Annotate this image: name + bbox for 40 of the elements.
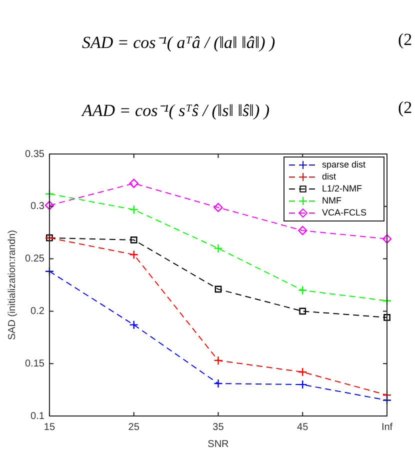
point	[129, 204, 138, 214]
text: (2	[398, 30, 412, 50]
y-tick-label: 0.35	[24, 148, 45, 160]
point	[214, 244, 223, 253]
point	[298, 367, 308, 377]
y-tick-label: 0.25	[24, 254, 45, 265]
x-tick-label: 35	[212, 422, 224, 433]
x-tick-label: 45	[297, 422, 309, 433]
point	[298, 380, 308, 390]
y-tick-label: 0.2	[30, 306, 45, 317]
legend-label: NMF	[322, 195, 342, 206]
point	[214, 202, 223, 212]
point	[129, 178, 138, 188]
y-tick-label: 0.3	[30, 201, 45, 212]
point	[130, 236, 138, 244]
legend-label: sparse dist	[322, 159, 366, 170]
x-tick-label: Inf	[381, 422, 393, 433]
x-tick-label: 15	[44, 422, 56, 433]
point	[382, 234, 392, 244]
y-tick-label: 0.15	[24, 358, 45, 370]
point	[298, 226, 308, 236]
point	[129, 320, 138, 330]
x-axis-title: SNR	[208, 438, 229, 450]
point	[384, 314, 390, 321]
point	[129, 250, 138, 260]
x-tick-label: 25	[128, 422, 140, 433]
y-axis-title: SAD (initialization:randn)	[6, 230, 18, 340]
legend-label: L1/2-NMF	[322, 183, 363, 194]
point	[214, 286, 222, 293]
point	[214, 356, 223, 366]
legend-label: dist	[322, 171, 337, 182]
text: SAD = cos⁻¹( aᵀâ / (‖a‖ ‖â‖) )	[82, 32, 276, 53]
point	[44, 200, 54, 210]
y-tick-label: 0.1	[30, 410, 45, 422]
point	[214, 378, 223, 388]
legend-label: VCA-FCLS	[322, 207, 367, 218]
text: (2	[398, 98, 412, 118]
point	[298, 286, 308, 295]
text: AAD = cos⁻¹( sᵀŝ / (‖s‖ ‖ŝ‖) )	[82, 100, 270, 121]
point	[299, 308, 306, 315]
